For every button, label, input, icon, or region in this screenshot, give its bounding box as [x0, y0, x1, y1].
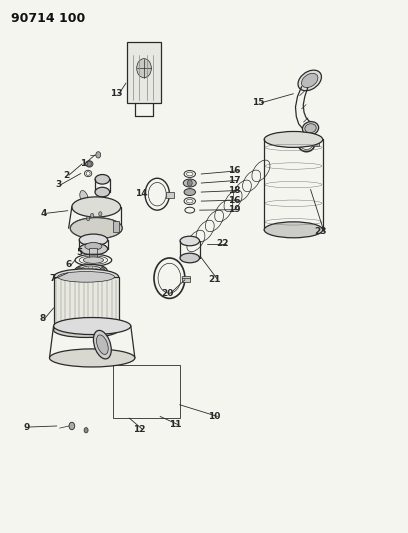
Bar: [113, 221, 119, 232]
Circle shape: [77, 268, 82, 274]
Ellipse shape: [302, 74, 318, 87]
Ellipse shape: [79, 234, 108, 246]
Text: 3: 3: [55, 180, 62, 189]
Ellipse shape: [80, 190, 88, 204]
Circle shape: [137, 59, 151, 78]
Bar: [89, 248, 97, 261]
Circle shape: [99, 212, 102, 216]
Text: 16: 16: [228, 196, 241, 205]
Circle shape: [96, 152, 101, 158]
Text: 2: 2: [64, 171, 70, 180]
Circle shape: [87, 161, 91, 166]
Ellipse shape: [305, 124, 316, 133]
Text: 14: 14: [135, 189, 148, 198]
Text: 18: 18: [228, 186, 241, 195]
Ellipse shape: [80, 266, 102, 276]
Ellipse shape: [58, 271, 115, 282]
Circle shape: [86, 216, 90, 221]
Ellipse shape: [79, 243, 108, 255]
Ellipse shape: [49, 349, 135, 367]
Bar: [166, 191, 173, 198]
Text: 9: 9: [23, 423, 29, 432]
Text: 10: 10: [208, 412, 220, 421]
Text: 13: 13: [110, 89, 122, 98]
Ellipse shape: [86, 161, 93, 167]
Ellipse shape: [264, 222, 323, 238]
Ellipse shape: [72, 197, 121, 217]
Text: 11: 11: [169, 421, 182, 430]
Bar: [182, 276, 190, 282]
Ellipse shape: [53, 269, 119, 285]
Text: 6: 6: [66, 261, 72, 269]
Bar: [312, 141, 319, 147]
Ellipse shape: [85, 243, 102, 250]
Circle shape: [187, 180, 192, 186]
Text: 12: 12: [133, 425, 145, 434]
Text: 15: 15: [252, 98, 264, 107]
Ellipse shape: [53, 322, 119, 337]
Text: 21: 21: [208, 274, 221, 284]
Text: 20: 20: [161, 288, 174, 297]
Text: 16: 16: [228, 166, 241, 175]
Ellipse shape: [264, 132, 323, 148]
Ellipse shape: [180, 253, 200, 263]
Ellipse shape: [184, 189, 195, 196]
Circle shape: [84, 427, 88, 433]
Ellipse shape: [53, 318, 131, 335]
Bar: [53, 277, 119, 330]
Bar: [113, 365, 180, 418]
Ellipse shape: [93, 330, 111, 359]
Ellipse shape: [70, 217, 122, 239]
Text: 19: 19: [228, 205, 241, 214]
Ellipse shape: [75, 264, 107, 277]
Ellipse shape: [298, 70, 322, 91]
Ellipse shape: [183, 179, 196, 187]
Text: 17: 17: [228, 176, 241, 185]
Ellipse shape: [302, 122, 319, 135]
Bar: [127, 42, 161, 103]
Text: 4: 4: [40, 209, 47, 218]
Circle shape: [69, 422, 75, 430]
Circle shape: [100, 268, 105, 274]
Ellipse shape: [95, 187, 110, 197]
Text: 23: 23: [315, 227, 327, 236]
Ellipse shape: [96, 335, 108, 354]
Circle shape: [91, 213, 94, 217]
Text: 7: 7: [49, 274, 56, 283]
Text: 22: 22: [216, 239, 229, 248]
Text: 1: 1: [80, 159, 86, 168]
Text: 8: 8: [39, 314, 46, 323]
Text: 90714 100: 90714 100: [11, 12, 85, 26]
Text: 5: 5: [76, 248, 82, 257]
Ellipse shape: [95, 174, 110, 184]
Ellipse shape: [83, 257, 104, 263]
Ellipse shape: [180, 236, 200, 246]
